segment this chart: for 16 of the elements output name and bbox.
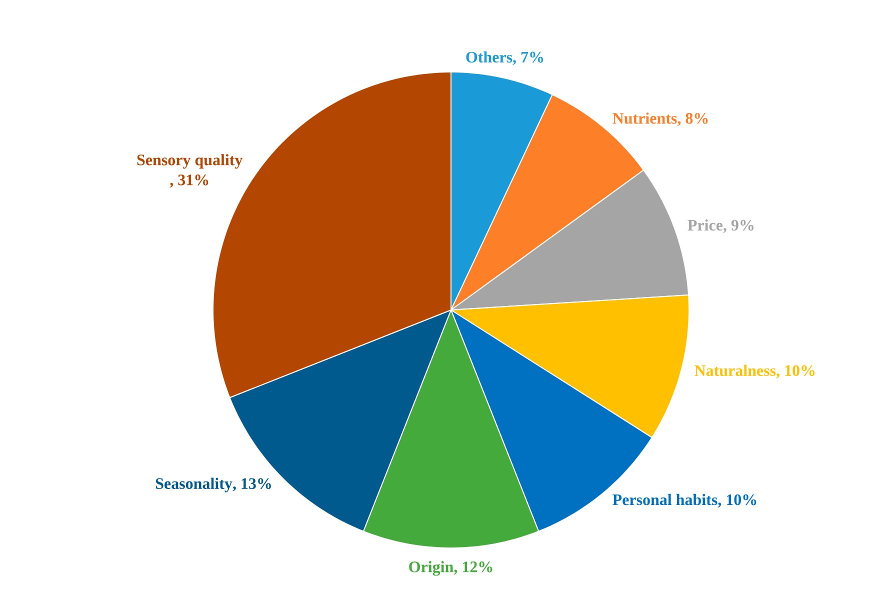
data-label: , 8%	[677, 112, 708, 126]
slice-label: Origin	[409, 561, 454, 576]
slice-label: Seasonality	[156, 478, 232, 492]
data-label: , 10%	[718, 494, 756, 508]
data-label: , 13%	[232, 478, 271, 492]
data-label: , 7%	[512, 52, 544, 65]
data-label: , 12%	[454, 562, 492, 575]
data-label: , 9%	[723, 220, 754, 233]
slice-label: Personal habits	[612, 494, 718, 506]
slice-label: Sensory quality	[137, 154, 243, 169]
slice-label: Nutrients	[612, 112, 677, 124]
data-label: , 10%	[776, 365, 815, 378]
slice-label: Price	[688, 219, 723, 231]
slice-label: Others	[466, 51, 512, 63]
data-label: , 31%	[170, 174, 208, 188]
slice-label: Naturalness	[694, 364, 776, 376]
